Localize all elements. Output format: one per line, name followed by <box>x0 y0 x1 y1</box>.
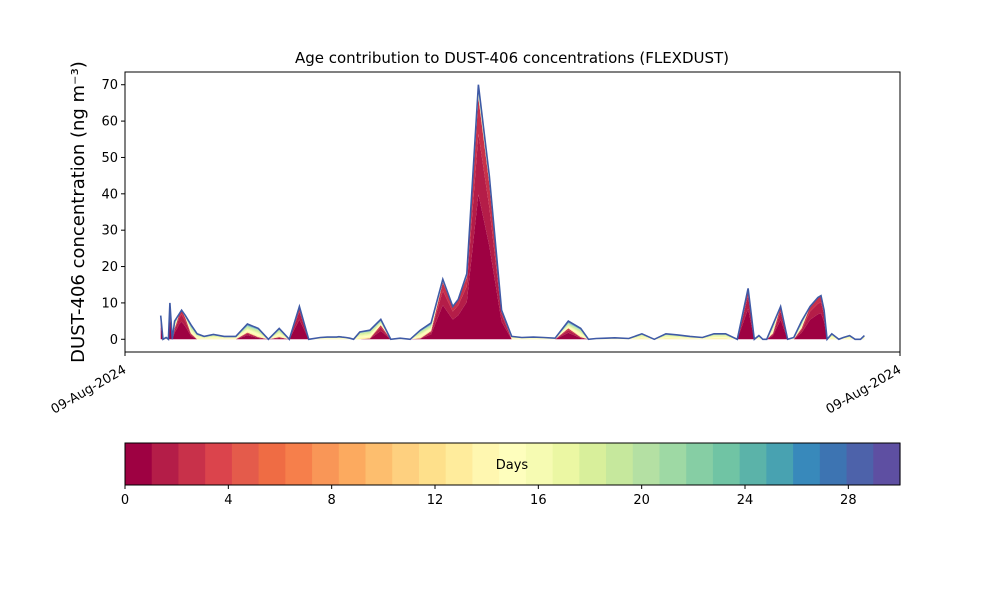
age-band-area-0 <box>160 194 865 340</box>
colorbar-swatch <box>205 443 233 485</box>
colorbar-swatch <box>312 443 340 485</box>
colorbar-swatch <box>445 443 474 485</box>
age-band-area-28 <box>160 84 865 340</box>
colorbar-tick-label: 0 <box>121 493 129 508</box>
age-band-area-14 <box>160 95 865 340</box>
x-tick-label: 09-Aug-2024 <box>49 362 129 417</box>
age-band-area-4 <box>160 97 865 340</box>
colorbar-tick-label: 12 <box>427 493 444 508</box>
colorbar-tick-label: 4 <box>224 493 232 508</box>
colorbar-swatch <box>178 443 206 485</box>
colorbar-swatch <box>686 443 714 485</box>
colorbar-tick-label: 16 <box>530 493 547 508</box>
y-tick-label: 0 <box>110 333 118 348</box>
age-band-area-19 <box>160 91 865 340</box>
age-band-area-3 <box>160 97 865 340</box>
colorbar-swatch <box>552 443 580 485</box>
age-band-area-25 <box>160 87 865 340</box>
age-band-area-11 <box>160 97 865 340</box>
age-band-area-1 <box>160 133 865 340</box>
age-band-area-23 <box>160 88 865 340</box>
colorbar-swatch <box>285 443 313 485</box>
colorbar-swatch <box>712 443 741 485</box>
age-band-area-8 <box>160 97 865 340</box>
age-band-area-7 <box>160 97 865 340</box>
y-tick-label: 30 <box>101 224 118 239</box>
age-band-area-10 <box>160 97 865 340</box>
colorbar-swatch <box>632 443 661 485</box>
y-tick-label: 40 <box>101 187 118 202</box>
colorbar-swatch <box>365 443 393 485</box>
x-axis: 09-Aug-2024 09-Aug-2024 <box>49 352 904 418</box>
age-band-area-12 <box>160 96 865 340</box>
y-tick-label: 20 <box>101 260 118 275</box>
colorbar-label: Days <box>496 458 529 473</box>
total-concentration-line <box>159 84 865 342</box>
y-axis-label: DUST-406 concentration (ng m⁻³) <box>68 61 89 363</box>
age-band-area-20 <box>160 90 865 340</box>
age-band-area-15 <box>160 94 865 340</box>
colorbar-tick-label: 8 <box>328 493 336 508</box>
colorbar-swatch <box>766 443 794 485</box>
y-axis: 0 10 20 30 40 50 60 70 <box>101 78 125 348</box>
colorbar-tick-label: 20 <box>633 493 650 508</box>
age-band-area-5 <box>160 97 865 340</box>
age-band-area-22 <box>160 89 865 340</box>
colorbar-swatch <box>338 443 367 485</box>
colorbar-swatch <box>846 443 874 485</box>
colorbar-swatch <box>392 443 420 485</box>
y-tick-label: 10 <box>101 296 118 311</box>
colorbar-frame <box>124 442 901 486</box>
colorbar-swatch <box>525 443 554 485</box>
y-tick-label: 50 <box>101 151 118 166</box>
age-band-area-17 <box>160 93 865 340</box>
age-band-area-2 <box>160 97 865 340</box>
colorbar-swatch <box>151 443 180 485</box>
chart-title: Age contribution to DUST-406 concentrati… <box>295 49 729 67</box>
age-band-area-16 <box>160 93 865 340</box>
plot-frame <box>124 71 901 353</box>
colorbar-swatch <box>418 443 447 485</box>
colorbar-swatch <box>819 443 848 485</box>
age-band-area-27 <box>160 85 865 340</box>
colorbar-swatch <box>579 443 607 485</box>
x-tick-label: 09-Aug-2024 <box>824 362 904 417</box>
stacked-area-series <box>160 84 865 340</box>
colorbar-swatch <box>125 443 153 485</box>
age-band-area-21 <box>160 90 865 340</box>
colorbar-swatch <box>499 443 527 485</box>
colorbar-swatch <box>258 443 286 485</box>
colorbar-swatch <box>231 443 260 485</box>
colorbar-tick-label: 24 <box>737 493 754 508</box>
colorbar-tick-label: 28 <box>840 493 857 508</box>
age-band-area-9 <box>160 97 865 340</box>
age-band-area-24 <box>160 87 865 340</box>
colorbar-swatch <box>873 443 901 485</box>
colorbar-swatch <box>472 443 500 485</box>
colorbar-swatch <box>739 443 767 485</box>
age-band-area-26 <box>160 86 865 340</box>
y-tick-label: 70 <box>101 78 118 93</box>
age-band-area-13 <box>160 96 865 340</box>
colorbar: 0 4 8 12 16 20 24 28 <box>121 442 901 508</box>
y-tick-label: 60 <box>101 115 118 130</box>
colorbar-swatch <box>793 443 821 485</box>
age-band-area-18 <box>160 92 865 340</box>
age-band-area-6 <box>160 97 865 340</box>
colorbar-swatch <box>606 443 634 485</box>
colorbar-swatch <box>659 443 687 485</box>
